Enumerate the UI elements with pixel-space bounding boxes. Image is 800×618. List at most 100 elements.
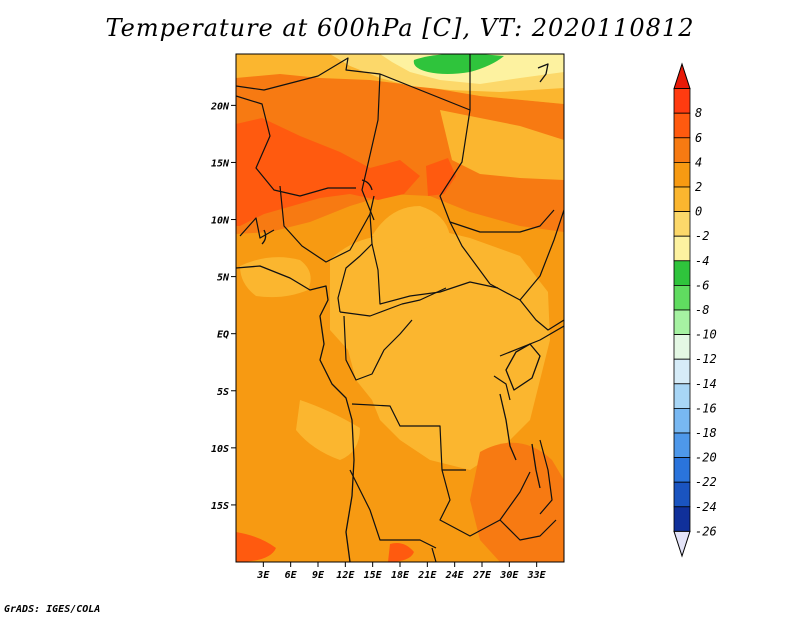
colorbar-label: -18	[695, 426, 717, 440]
colorbar-swatch	[673, 284, 691, 311]
field-hot-s	[388, 543, 414, 562]
lon-tick-label: 9E	[312, 570, 325, 581]
border-ghana-togo	[239, 217, 275, 239]
field-cool-east	[440, 110, 564, 180]
lake-victoria	[505, 343, 541, 391]
border-congo	[343, 315, 413, 381]
coast-red-sea	[537, 63, 549, 83]
colorbar-swatch	[673, 137, 691, 163]
colorbar-label: -10	[695, 328, 717, 342]
lat-tick-label: 5S	[217, 387, 229, 398]
lat-tick-label: 15S	[211, 501, 229, 512]
lon-tick-label: 33E	[527, 570, 547, 581]
colorbar-label: -8	[695, 303, 709, 317]
colorbar-label: -14	[695, 377, 717, 391]
lake-malawi	[531, 443, 541, 489]
colorbar: 8 6 4 2 0 -2 -4 -6 -8 -10 -12 -14 -16 -18 -20 -22 -24 -26	[673, 62, 717, 558]
colorbar-label: 4	[695, 155, 702, 169]
lon-tick-label: 6E	[285, 570, 298, 581]
colorbar-swatch	[673, 334, 691, 360]
colorbar-label: -12	[695, 352, 717, 366]
border-namibia	[431, 547, 437, 562]
colorbar-swatch	[673, 506, 691, 532]
colorbar-label: -4	[695, 254, 709, 268]
border-sahara	[236, 54, 471, 111]
longitude-axis: 3E 6E 9E 12E 15E 18E 21E 24E 27E 30E 33E	[256, 562, 547, 581]
colorbar-label: -6	[695, 278, 709, 292]
colorbar-label: -20	[695, 451, 717, 465]
colorbar-label: 2	[695, 180, 702, 194]
colorbar-top-arrow	[673, 62, 691, 90]
border-mali-niger	[236, 95, 356, 197]
border-angola	[351, 403, 466, 471]
colorbar-swatch	[673, 186, 691, 213]
field-green-patch	[413, 54, 504, 74]
border-chad-sudan	[439, 109, 491, 285]
lon-tick-label: 30E	[499, 570, 519, 581]
field-warm-se	[470, 442, 564, 562]
border-malawi	[539, 439, 553, 515]
country-borders	[236, 54, 564, 562]
colorbar-label: -26	[695, 524, 717, 538]
lon-tick-label: 24E	[445, 570, 465, 581]
border-zimbabwe	[499, 519, 557, 541]
lat-tick-label: 20N	[210, 101, 230, 112]
field-cool-sw	[296, 400, 360, 460]
colorbar-label: 0	[695, 205, 702, 219]
colorbar-label: 6	[695, 131, 702, 145]
footer-credit: GrADS: IGES/COLA	[4, 604, 101, 615]
colorbar-swatch	[673, 260, 691, 286]
coastline	[236, 63, 549, 562]
lat-tick-label: 10N	[211, 216, 230, 227]
border-angola-south	[349, 469, 437, 549]
lat-tick-label: 5N	[217, 273, 230, 284]
colorbar-swatch	[673, 432, 691, 459]
field-hot-sw	[236, 532, 276, 562]
lake-volta	[261, 229, 267, 245]
latitude-axis: 20N 15N 10N 5N EQ 5S 10S 15S	[210, 101, 236, 512]
colorbar-bottom-arrow	[673, 530, 691, 558]
colorbar-label: -16	[695, 401, 717, 415]
map-title: Temperature at 600hPa [C], VT: 202011081…	[105, 14, 695, 42]
colorbar-swatch	[673, 383, 691, 409]
colorbar-swatch	[673, 358, 691, 385]
lon-tick-label: 12E	[336, 570, 355, 581]
field-cool-gulf	[240, 257, 311, 298]
lon-tick-label: 3E	[256, 570, 270, 581]
coast-west-africa	[236, 265, 355, 562]
border-ethiopia	[489, 209, 564, 301]
border-niger-chad	[361, 73, 381, 221]
colorbar-swatch	[673, 161, 691, 188]
colorbar-label: -24	[695, 500, 717, 514]
border-car	[371, 243, 499, 305]
lake-chad	[361, 179, 373, 191]
temperature-field	[236, 54, 564, 562]
lon-tick-label: 21E	[417, 570, 437, 581]
colorbar-swatch	[673, 235, 691, 262]
colorbar-label: -22	[695, 475, 717, 489]
lat-tick-label: 10S	[211, 444, 229, 455]
field-cool-ne-lobe	[372, 206, 450, 252]
colorbar-swatch	[673, 481, 691, 508]
colorbar-swatch	[673, 88, 691, 114]
border-tanzania	[499, 325, 564, 357]
lon-tick-label: 27E	[472, 570, 492, 581]
border-rwanda	[493, 375, 511, 401]
colorbar-label: -2	[695, 229, 709, 243]
colorbar-swatch	[673, 309, 691, 336]
lon-tick-label: 18E	[391, 570, 410, 581]
colorbar-swatch	[673, 457, 691, 483]
border-zambia	[439, 469, 531, 537]
colorbar-swatch	[673, 211, 691, 237]
colorbar-label: 8	[695, 106, 702, 120]
lat-tick-label: 15N	[211, 158, 230, 169]
border-cameroon	[337, 213, 373, 313]
border-drc-north	[339, 287, 447, 317]
field-hot-patch	[236, 118, 420, 226]
border-kenya-uganda	[519, 299, 564, 331]
colorbar-swatch	[673, 407, 691, 434]
field-hot-patch-2	[426, 158, 456, 196]
colorbar-swatch	[673, 112, 691, 139]
lon-tick-label: 15E	[364, 570, 383, 581]
